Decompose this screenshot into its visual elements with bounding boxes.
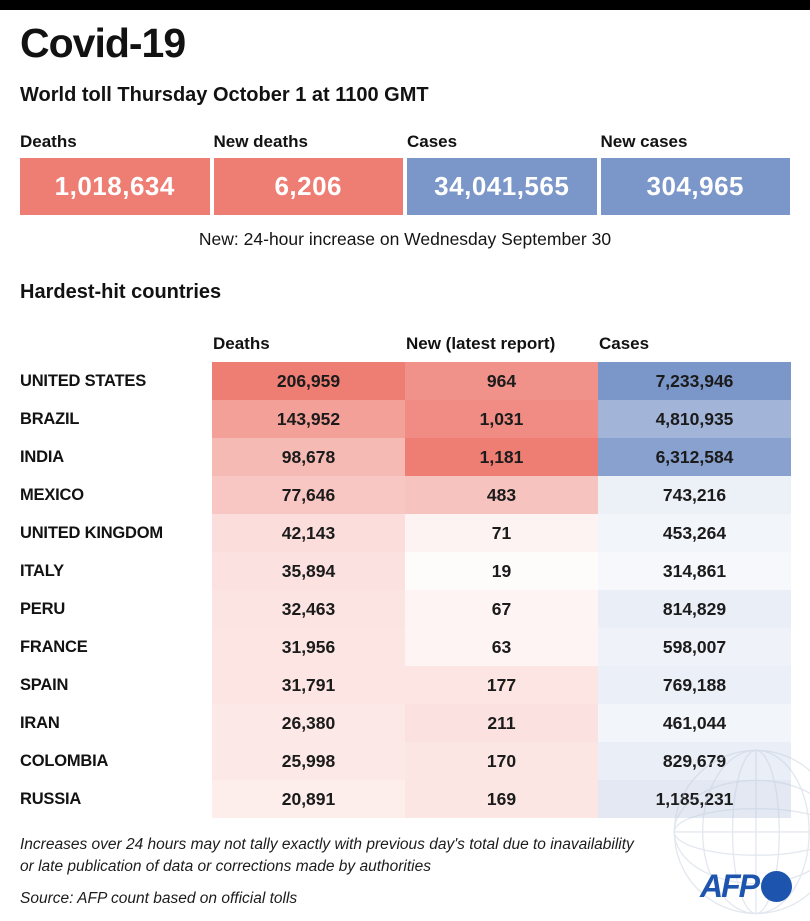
country-label: ITALY bbox=[20, 561, 64, 580]
table-row: SPAIN 31,791 177 769,188 bbox=[20, 666, 791, 704]
cell-cases: 829,679 bbox=[598, 742, 791, 780]
cell-deaths: 42,143 bbox=[212, 514, 405, 552]
afp-logo: AFP bbox=[700, 870, 792, 902]
table-row: INDIA 98,678 1,181 6,312,584 bbox=[20, 438, 791, 476]
stat-value-box: 1,018,634 bbox=[20, 158, 210, 215]
cell-new: 211 bbox=[405, 704, 598, 742]
column-header-cases: Cases bbox=[599, 334, 650, 353]
cell-deaths: 32,463 bbox=[212, 590, 405, 628]
country-label: PERU bbox=[20, 599, 66, 618]
table-row: PERU 32,463 67 814,829 bbox=[20, 590, 791, 628]
subtitle: World toll Thursday October 1 at 1100 GM… bbox=[20, 84, 429, 106]
stat-label: Cases bbox=[407, 132, 458, 151]
stat-label: New cases bbox=[600, 132, 688, 151]
cell-cases: 769,188 bbox=[598, 666, 791, 704]
stat-new-deaths: New deaths 6,206 bbox=[213, 132, 403, 215]
column-header-new: New (latest report) bbox=[406, 334, 556, 353]
table-row: BRAZIL 143,952 1,031 4,810,935 bbox=[20, 400, 791, 438]
table-row: UNITED STATES 206,959 964 7,233,946 bbox=[20, 362, 791, 400]
table-row: COLOMBIA 25,998 170 829,679 bbox=[20, 742, 791, 780]
source-credit: Source: AFP count based on official toll… bbox=[20, 890, 298, 907]
cell-new: 177 bbox=[405, 666, 598, 704]
cell-deaths: 25,998 bbox=[212, 742, 405, 780]
cell-new: 169 bbox=[405, 780, 598, 818]
stat-cases: Cases 34,041,565 bbox=[407, 132, 597, 215]
page-title: Covid-19 bbox=[20, 20, 186, 66]
cell-new: 71 bbox=[405, 514, 598, 552]
stat-value-box: 304,965 bbox=[600, 158, 790, 215]
cell-deaths: 31,791 bbox=[212, 666, 405, 704]
cell-deaths: 98,678 bbox=[212, 438, 405, 476]
table-row: UNITED KINGDOM 42,143 71 453,264 bbox=[20, 514, 791, 552]
top-border-bar bbox=[0, 0, 810, 10]
cell-new: 63 bbox=[405, 628, 598, 666]
cell-deaths: 143,952 bbox=[212, 400, 405, 438]
country-label: INDIA bbox=[20, 447, 64, 466]
table-row: RUSSIA 20,891 169 1,185,231 bbox=[20, 780, 791, 818]
stat-value-box: 6,206 bbox=[213, 158, 403, 215]
stat-label: New deaths bbox=[213, 132, 308, 151]
cell-new: 964 bbox=[405, 362, 598, 400]
cell-new: 1,181 bbox=[405, 438, 598, 476]
country-label: RUSSIA bbox=[20, 789, 82, 808]
country-label: COLOMBIA bbox=[20, 751, 109, 770]
globe-watermark bbox=[673, 749, 810, 915]
cell-deaths: 31,956 bbox=[212, 628, 405, 666]
column-header-deaths: Deaths bbox=[213, 334, 270, 353]
country-label: BRAZIL bbox=[20, 409, 80, 428]
disclaimer-line2: or late publication of data or correctio… bbox=[20, 858, 431, 875]
stat-new-cases: New cases 304,965 bbox=[600, 132, 790, 215]
afp-globe-icon bbox=[761, 870, 792, 902]
disclaimer-line1: Increases over 24 hours may not tally ex… bbox=[20, 836, 634, 853]
cell-cases: 1,185,231 bbox=[598, 780, 791, 818]
cell-cases: 314,861 bbox=[598, 552, 791, 590]
country-table-body: UNITED STATES 206,959 964 7,233,946 BRAZIL 14… bbox=[20, 362, 791, 818]
country-label: FRANCE bbox=[20, 637, 88, 656]
cell-cases: 743,216 bbox=[598, 476, 791, 514]
afp-logo-text: AFP bbox=[700, 868, 760, 904]
country-label: SPAIN bbox=[20, 675, 69, 694]
cell-new: 483 bbox=[405, 476, 598, 514]
country-label: UNITED KINGDOM bbox=[20, 523, 163, 542]
table-row: IRAN 26,380 211 461,044 bbox=[20, 704, 791, 742]
cell-cases: 6,312,584 bbox=[598, 438, 791, 476]
section-title: Hardest-hit countries bbox=[20, 281, 222, 303]
country-label: MEXICO bbox=[20, 485, 84, 504]
cell-deaths: 206,959 bbox=[212, 362, 405, 400]
cell-cases: 453,264 bbox=[598, 514, 791, 552]
country-label: UNITED STATES bbox=[20, 371, 147, 390]
cell-deaths: 35,894 bbox=[212, 552, 405, 590]
cell-deaths: 20,891 bbox=[212, 780, 405, 818]
summary-stats: Deaths 1,018,634 New deaths 6,206 Cases 34,04… bbox=[20, 132, 790, 215]
table-row: FRANCE 31,956 63 598,007 bbox=[20, 628, 791, 666]
country-label: IRAN bbox=[20, 713, 60, 732]
cell-new: 67 bbox=[405, 590, 598, 628]
cell-cases: 461,044 bbox=[598, 704, 791, 742]
cell-deaths: 77,646 bbox=[212, 476, 405, 514]
cell-cases: 4,810,935 bbox=[598, 400, 791, 438]
cell-new: 19 bbox=[405, 552, 598, 590]
stat-label: Deaths bbox=[20, 132, 77, 151]
cell-new: 170 bbox=[405, 742, 598, 780]
cell-cases: 7,233,946 bbox=[598, 362, 791, 400]
cell-new: 1,031 bbox=[405, 400, 598, 438]
cell-cases: 814,829 bbox=[598, 590, 791, 628]
cell-deaths: 26,380 bbox=[212, 704, 405, 742]
cell-cases: 598,007 bbox=[598, 628, 791, 666]
table-row: MEXICO 77,646 483 743,216 bbox=[20, 476, 791, 514]
stat-deaths: Deaths 1,018,634 bbox=[20, 132, 210, 215]
table-row: ITALY 35,894 19 314,861 bbox=[20, 552, 791, 590]
summary-note: New: 24-hour increase on Wednesday Septe… bbox=[198, 229, 612, 249]
stat-value-box: 34,041,565 bbox=[407, 158, 597, 215]
